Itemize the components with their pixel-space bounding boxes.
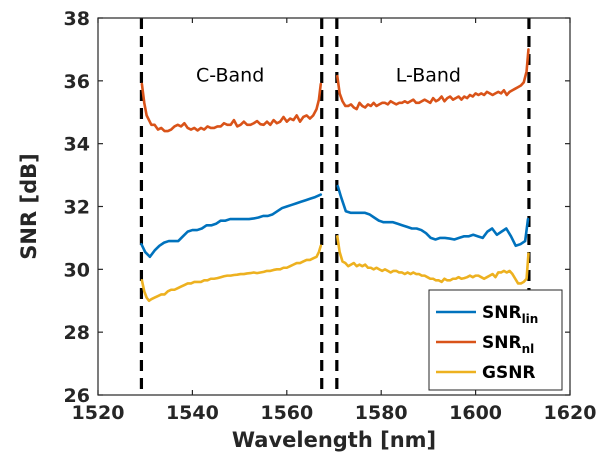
axis-tick-labels: 1520 1540 1560 1580 1600 1620 26 28 30 32 34 36 38 xyxy=(64,8,597,424)
series-line-snr-nl-1 xyxy=(140,82,323,133)
legend: SNRlin SNRnl GSNR xyxy=(428,289,563,391)
legend-label-snr-nl: SNRnl xyxy=(482,333,534,356)
y-tick-label: 38 xyxy=(64,8,90,30)
series-line-gsnr-1 xyxy=(140,244,323,303)
y-tick-label: 26 xyxy=(64,385,90,407)
series-line-gsnr-2 xyxy=(335,235,530,285)
series-layer xyxy=(140,48,530,303)
series-line-snr-lin-1 xyxy=(140,193,323,259)
y-axis-label: SNR [dB] xyxy=(17,153,41,259)
x-tick-label: 1580 xyxy=(355,402,408,424)
y-tick-label: 32 xyxy=(64,197,90,219)
band-annotations: C-Band L-Band xyxy=(196,65,461,87)
x-tick-label: 1560 xyxy=(260,402,313,424)
series-line-snr-nl-2 xyxy=(335,48,530,111)
x-axis-label: Wavelength [nm] xyxy=(232,428,436,452)
band-label-l-band: L-Band xyxy=(396,65,461,87)
y-tick-label: 30 xyxy=(64,259,90,281)
x-tick-label: 1520 xyxy=(72,402,125,424)
y-tick-label: 28 xyxy=(64,322,90,344)
x-tick-label: 1540 xyxy=(166,402,219,424)
legend-label-snr-lin: SNRlin xyxy=(482,303,538,326)
series-line-snr-lin-2 xyxy=(336,184,530,248)
x-tick-label: 1600 xyxy=(449,402,502,424)
band-label-c-band: C-Band xyxy=(196,65,264,87)
legend-box xyxy=(428,289,563,391)
x-tick-label: 1620 xyxy=(544,402,597,424)
axis-ticks xyxy=(97,17,571,396)
legend-label-gsnr: GSNR xyxy=(482,363,536,383)
y-tick-label: 34 xyxy=(64,134,90,156)
y-tick-label: 36 xyxy=(64,71,90,93)
